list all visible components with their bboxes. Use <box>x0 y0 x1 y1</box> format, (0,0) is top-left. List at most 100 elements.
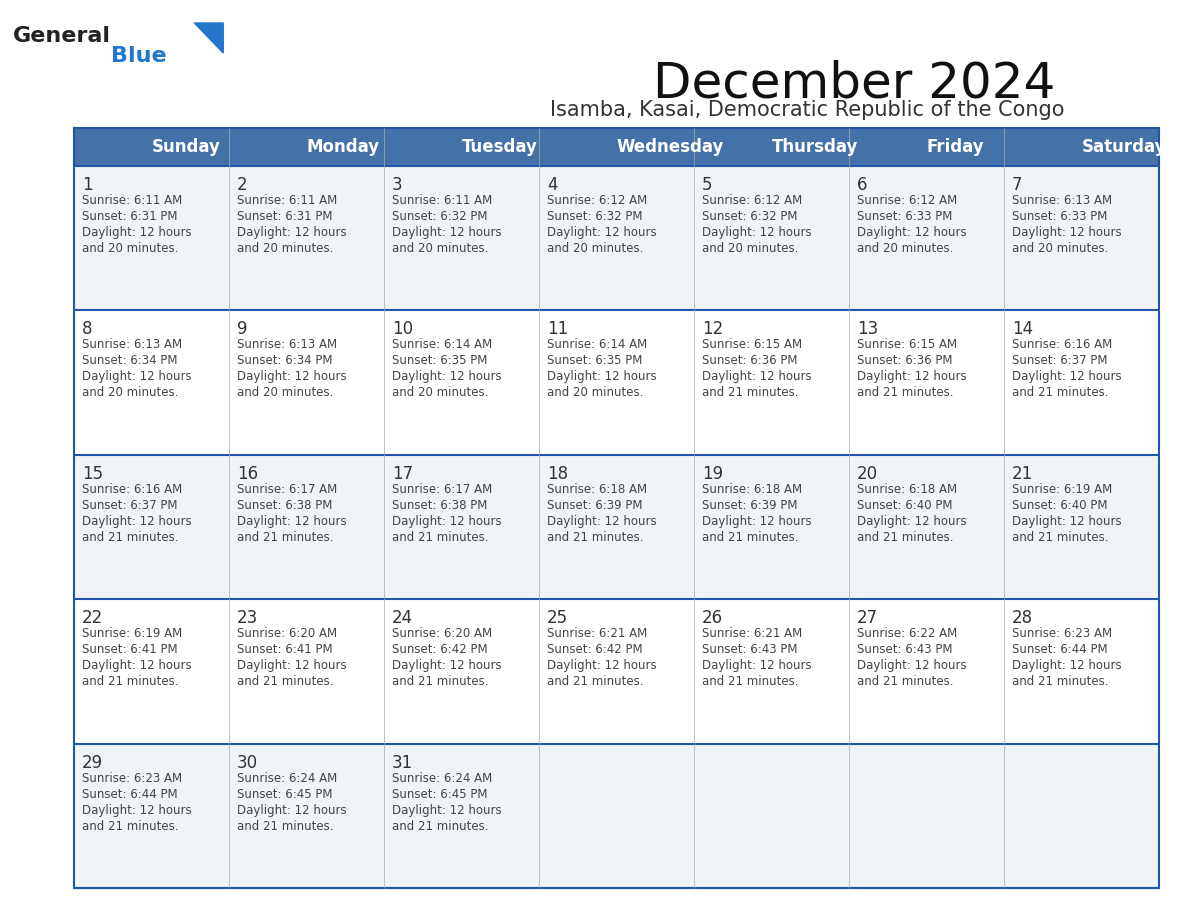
Text: Sunset: 6:32 PM: Sunset: 6:32 PM <box>702 210 797 223</box>
Text: Daylight: 12 hours: Daylight: 12 hours <box>236 659 347 672</box>
Text: and 21 minutes.: and 21 minutes. <box>236 531 334 543</box>
Text: and 21 minutes.: and 21 minutes. <box>82 820 178 833</box>
Text: Daylight: 12 hours: Daylight: 12 hours <box>702 515 811 528</box>
Text: General: General <box>13 26 110 46</box>
Text: Monday: Monday <box>307 138 380 156</box>
Text: 30: 30 <box>236 754 258 772</box>
Text: Tuesday: Tuesday <box>462 138 537 156</box>
Text: Daylight: 12 hours: Daylight: 12 hours <box>546 515 657 528</box>
Text: Isamba, Kasai, Democratic Republic of the Congo: Isamba, Kasai, Democratic Republic of th… <box>550 100 1064 120</box>
Text: 11: 11 <box>546 320 568 339</box>
Text: Sunset: 6:34 PM: Sunset: 6:34 PM <box>236 354 333 367</box>
Text: 14: 14 <box>1012 320 1032 339</box>
Text: and 20 minutes.: and 20 minutes. <box>702 242 798 255</box>
Text: Daylight: 12 hours: Daylight: 12 hours <box>236 803 347 817</box>
Text: Sunset: 6:36 PM: Sunset: 6:36 PM <box>702 354 797 367</box>
Text: Friday: Friday <box>927 138 985 156</box>
Text: Daylight: 12 hours: Daylight: 12 hours <box>1012 370 1121 384</box>
Text: Sunset: 6:37 PM: Sunset: 6:37 PM <box>82 498 177 512</box>
Text: Daylight: 12 hours: Daylight: 12 hours <box>702 226 811 239</box>
Text: Sunset: 6:40 PM: Sunset: 6:40 PM <box>1012 498 1107 512</box>
Text: 31: 31 <box>392 754 413 772</box>
Text: Sunset: 6:40 PM: Sunset: 6:40 PM <box>857 498 953 512</box>
Text: Sunset: 6:41 PM: Sunset: 6:41 PM <box>236 644 333 656</box>
Text: and 21 minutes.: and 21 minutes. <box>702 531 798 543</box>
Text: Daylight: 12 hours: Daylight: 12 hours <box>82 515 191 528</box>
Text: Sunrise: 6:11 AM: Sunrise: 6:11 AM <box>236 194 337 207</box>
Text: and 21 minutes.: and 21 minutes. <box>857 676 953 688</box>
Text: Sunrise: 6:14 AM: Sunrise: 6:14 AM <box>392 339 492 352</box>
Text: and 21 minutes.: and 21 minutes. <box>392 820 488 833</box>
Text: Daylight: 12 hours: Daylight: 12 hours <box>236 226 347 239</box>
Text: 1: 1 <box>82 176 93 194</box>
Text: and 21 minutes.: and 21 minutes. <box>392 531 488 543</box>
Text: Daylight: 12 hours: Daylight: 12 hours <box>82 226 191 239</box>
Text: December 2024: December 2024 <box>653 60 1055 108</box>
Text: and 20 minutes.: and 20 minutes. <box>236 242 333 255</box>
Text: Sunset: 6:43 PM: Sunset: 6:43 PM <box>702 644 797 656</box>
Text: Sunset: 6:45 PM: Sunset: 6:45 PM <box>392 788 487 800</box>
Text: Sunrise: 6:24 AM: Sunrise: 6:24 AM <box>236 772 337 785</box>
Text: and 20 minutes.: and 20 minutes. <box>546 242 643 255</box>
Text: and 21 minutes.: and 21 minutes. <box>857 531 953 543</box>
Text: and 20 minutes.: and 20 minutes. <box>392 242 488 255</box>
Text: and 21 minutes.: and 21 minutes. <box>702 386 798 399</box>
Text: Sunset: 6:35 PM: Sunset: 6:35 PM <box>392 354 487 367</box>
Text: Sunset: 6:34 PM: Sunset: 6:34 PM <box>82 354 177 367</box>
Text: Sunrise: 6:13 AM: Sunrise: 6:13 AM <box>236 339 337 352</box>
Text: Daylight: 12 hours: Daylight: 12 hours <box>392 370 501 384</box>
Text: Daylight: 12 hours: Daylight: 12 hours <box>857 659 967 672</box>
Text: Sunset: 6:44 PM: Sunset: 6:44 PM <box>82 788 177 800</box>
Text: 10: 10 <box>392 320 413 339</box>
Text: 2: 2 <box>236 176 247 194</box>
Text: and 20 minutes.: and 20 minutes. <box>392 386 488 399</box>
Text: Sunset: 6:42 PM: Sunset: 6:42 PM <box>392 644 487 656</box>
Text: and 21 minutes.: and 21 minutes. <box>1012 531 1108 543</box>
Text: 3: 3 <box>392 176 403 194</box>
Text: Daylight: 12 hours: Daylight: 12 hours <box>236 370 347 384</box>
Text: Sunrise: 6:24 AM: Sunrise: 6:24 AM <box>392 772 492 785</box>
Text: Sunrise: 6:20 AM: Sunrise: 6:20 AM <box>236 627 337 640</box>
Text: 26: 26 <box>702 610 723 627</box>
Text: 18: 18 <box>546 465 568 483</box>
Text: Sunrise: 6:14 AM: Sunrise: 6:14 AM <box>546 339 647 352</box>
Text: Daylight: 12 hours: Daylight: 12 hours <box>236 515 347 528</box>
Text: Sunrise: 6:18 AM: Sunrise: 6:18 AM <box>857 483 958 496</box>
Text: Sunset: 6:33 PM: Sunset: 6:33 PM <box>857 210 953 223</box>
Text: Sunset: 6:43 PM: Sunset: 6:43 PM <box>857 644 953 656</box>
Text: 13: 13 <box>857 320 878 339</box>
Text: Sunrise: 6:11 AM: Sunrise: 6:11 AM <box>82 194 182 207</box>
Text: 23: 23 <box>236 610 258 627</box>
Text: Daylight: 12 hours: Daylight: 12 hours <box>82 803 191 817</box>
Text: Daylight: 12 hours: Daylight: 12 hours <box>392 803 501 817</box>
Text: Daylight: 12 hours: Daylight: 12 hours <box>82 659 191 672</box>
Text: Wednesday: Wednesday <box>617 138 723 156</box>
Text: Sunrise: 6:16 AM: Sunrise: 6:16 AM <box>82 483 182 496</box>
Bar <box>74 599 1159 744</box>
Text: Sunrise: 6:21 AM: Sunrise: 6:21 AM <box>702 627 802 640</box>
Text: Sunrise: 6:15 AM: Sunrise: 6:15 AM <box>702 339 802 352</box>
Bar <box>74 454 1159 599</box>
Text: Sunset: 6:39 PM: Sunset: 6:39 PM <box>702 498 797 512</box>
Text: and 21 minutes.: and 21 minutes. <box>702 676 798 688</box>
Text: Sunrise: 6:16 AM: Sunrise: 6:16 AM <box>1012 339 1112 352</box>
Text: Sunset: 6:39 PM: Sunset: 6:39 PM <box>546 498 643 512</box>
Text: Daylight: 12 hours: Daylight: 12 hours <box>702 370 811 384</box>
Text: 5: 5 <box>702 176 713 194</box>
Text: and 21 minutes.: and 21 minutes. <box>1012 676 1108 688</box>
Text: Sunrise: 6:17 AM: Sunrise: 6:17 AM <box>392 483 492 496</box>
Text: Sunset: 6:32 PM: Sunset: 6:32 PM <box>392 210 487 223</box>
Text: Sunrise: 6:23 AM: Sunrise: 6:23 AM <box>1012 627 1112 640</box>
Text: Sunrise: 6:22 AM: Sunrise: 6:22 AM <box>857 627 958 640</box>
Text: Sunset: 6:38 PM: Sunset: 6:38 PM <box>392 498 487 512</box>
Text: Sunrise: 6:13 AM: Sunrise: 6:13 AM <box>1012 194 1112 207</box>
Text: 27: 27 <box>857 610 878 627</box>
Text: and 21 minutes.: and 21 minutes. <box>236 820 334 833</box>
Text: Sunrise: 6:18 AM: Sunrise: 6:18 AM <box>702 483 802 496</box>
Text: and 20 minutes.: and 20 minutes. <box>82 242 178 255</box>
Text: Daylight: 12 hours: Daylight: 12 hours <box>546 226 657 239</box>
Text: Thursday: Thursday <box>772 138 858 156</box>
Bar <box>74 128 1159 166</box>
Text: Sunset: 6:42 PM: Sunset: 6:42 PM <box>546 644 643 656</box>
Text: 19: 19 <box>702 465 723 483</box>
